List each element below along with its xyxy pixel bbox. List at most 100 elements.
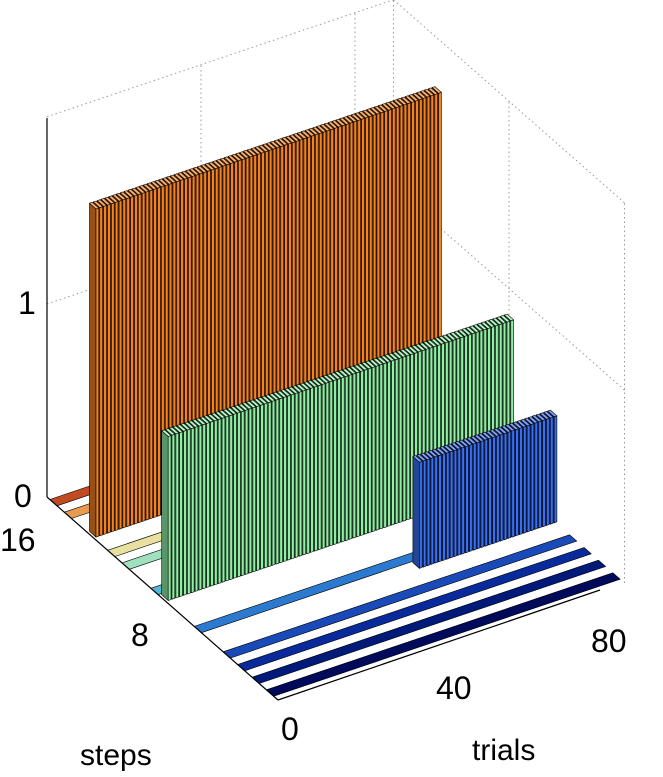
bar-step8-trial2-front [171, 433, 176, 600]
bar-step8-trial53-front [368, 367, 372, 534]
bar-step13-trial38-top [231, 153, 242, 162]
bar-step5-trial55-front [419, 460, 423, 569]
bar-step5-trial55-side [412, 456, 420, 569]
bar-step13-trial33-top [212, 160, 223, 168]
bar-step8-trial14-front [217, 418, 222, 584]
bar-step8-trial57-front [383, 362, 387, 529]
bar-step5-trial70-top [470, 435, 481, 444]
bar-step13-trial9-top [120, 191, 130, 199]
bar-step8-trial88-top [496, 316, 507, 324]
bar-step8-trial20-top [234, 404, 245, 413]
bar-step13-trial14-top [139, 185, 150, 193]
bar-step13-trial84-top [408, 94, 419, 102]
bar-step13-trial18-top [154, 179, 165, 188]
bar-step8-trial39-front [314, 385, 318, 552]
bar-step13-trial65-top [335, 118, 346, 127]
bar-step13-trial3-front [103, 205, 107, 535]
bar-step5-trial71-front [480, 440, 485, 548]
bar-step5-trial65-front [457, 447, 462, 556]
bar-step13-trial47-top [266, 142, 277, 150]
bar-step5-trial68-top [462, 438, 473, 446]
bar-step5-trial56-top [416, 453, 427, 462]
bar-step8-trial1-side [161, 430, 169, 601]
bar-step8-trial6-front [187, 428, 191, 595]
bar-step8-trial45-top [330, 372, 341, 380]
bar-step5-trial75-top [489, 429, 500, 437]
bar-step5-trial69-top [466, 437, 477, 445]
bar-step8-trial59-top [384, 354, 395, 362]
bar-step13-trial76-top [377, 104, 388, 112]
bar-step13-trial74-top [370, 107, 381, 115]
bar-step13-trial29-top [197, 165, 207, 173]
bar-step13-trial22-top [170, 174, 180, 182]
bar-step8-trial72-top [434, 337, 445, 345]
bar-step8-trial35-front [298, 390, 303, 557]
bar-step13-trial62-top [323, 122, 334, 130]
bar-step8-trial87-top [492, 317, 503, 326]
bar-step13-trial57-top [304, 129, 315, 137]
bar-step13-trial61-top [320, 124, 331, 132]
bar-step5-trial83-top [520, 418, 531, 427]
bar-step8-trial11-top [199, 416, 210, 424]
bar-step13-trial63-top [327, 121, 338, 129]
bar-step13-trial27-top [189, 168, 200, 176]
bar-step13-trial2-front [99, 206, 103, 537]
bar-step8-trial41-top [315, 377, 326, 385]
bar-step13-trial51-top [281, 137, 292, 145]
bar-step5-trial63-front [449, 450, 454, 559]
bar-step13-trial44-top [254, 146, 265, 154]
bar-step8-trial19-top [230, 406, 241, 414]
bar-step8-trial8-top [188, 420, 199, 428]
bar-step8-trial2-top [165, 428, 176, 436]
bar-step5-trial72-front [484, 438, 488, 547]
bar-step5-trial75-front [496, 434, 500, 543]
bar-step8-trial18-top [226, 407, 237, 415]
steps-axis-label: steps [80, 739, 152, 772]
bar-step13-trial83-top [404, 95, 415, 103]
bar-step13-trial7-front [118, 199, 123, 530]
bar-step8-trial58-top [380, 355, 391, 363]
bar-step13-trial79-top [389, 100, 400, 108]
bar-step8-trial61-front [398, 357, 403, 523]
bar-step5-trial64-front [453, 449, 458, 558]
bar-step5-trial90-front [553, 415, 558, 524]
bar-step8-trial54-front [371, 366, 376, 532]
bar-step5-trial57-front [426, 458, 431, 567]
bar-step8-trial21-top [238, 403, 249, 411]
bar-step5-trial74-top [485, 430, 496, 438]
bar-step8-trial54-top [365, 360, 376, 368]
bar-step5-trial73-top [481, 431, 492, 440]
trials-axis-label: trials [472, 734, 535, 767]
bar-step13-trial28-top [193, 166, 203, 175]
bar-step8-trial56-top [373, 357, 384, 366]
bar-step8-trial60-front [394, 358, 399, 525]
bar-step8-trial44-top [326, 373, 337, 381]
bar-step13-trial4-top [100, 198, 111, 206]
bar-step5-trial76-front [499, 433, 504, 542]
bar-step8-trial7-top [184, 421, 195, 430]
bar-step8-trial19-front [237, 411, 241, 578]
bar-step8-trial82-top [473, 324, 484, 332]
bar-step13-trial6-top [108, 195, 119, 203]
bar-step5-trial69-front [472, 442, 477, 551]
trials-tick-label-0: 0 [281, 711, 299, 747]
bar-step5-trial58-top [424, 451, 435, 459]
bar-step8-trial36-front [302, 389, 307, 556]
bar-step13-trial45-top [258, 144, 269, 153]
bar-step8-trial46-front [341, 376, 345, 543]
bar-step8-trial15-front [221, 416, 226, 583]
bar-step8-trial34-top [288, 386, 299, 394]
bar-step5-trial70-front [476, 441, 481, 550]
bar-step13-trial77-top [381, 103, 392, 111]
bar-step8-trial31-top [276, 390, 287, 398]
bar-step5-trial81-top [512, 421, 523, 429]
bar-step8-trial1-front [167, 435, 172, 601]
bar-step13-trial34-top [216, 159, 227, 167]
bar-step8-trial27-top [261, 395, 272, 404]
bar-step8-trial27-front [267, 401, 272, 568]
bar-step8-trial90-top [503, 313, 514, 322]
bar-step8-trial70-top [426, 339, 437, 348]
bar-step13-trial81-top [397, 98, 408, 106]
bar-step13-trial49-top [273, 139, 284, 147]
bar-step8-trial53-top [361, 361, 372, 370]
